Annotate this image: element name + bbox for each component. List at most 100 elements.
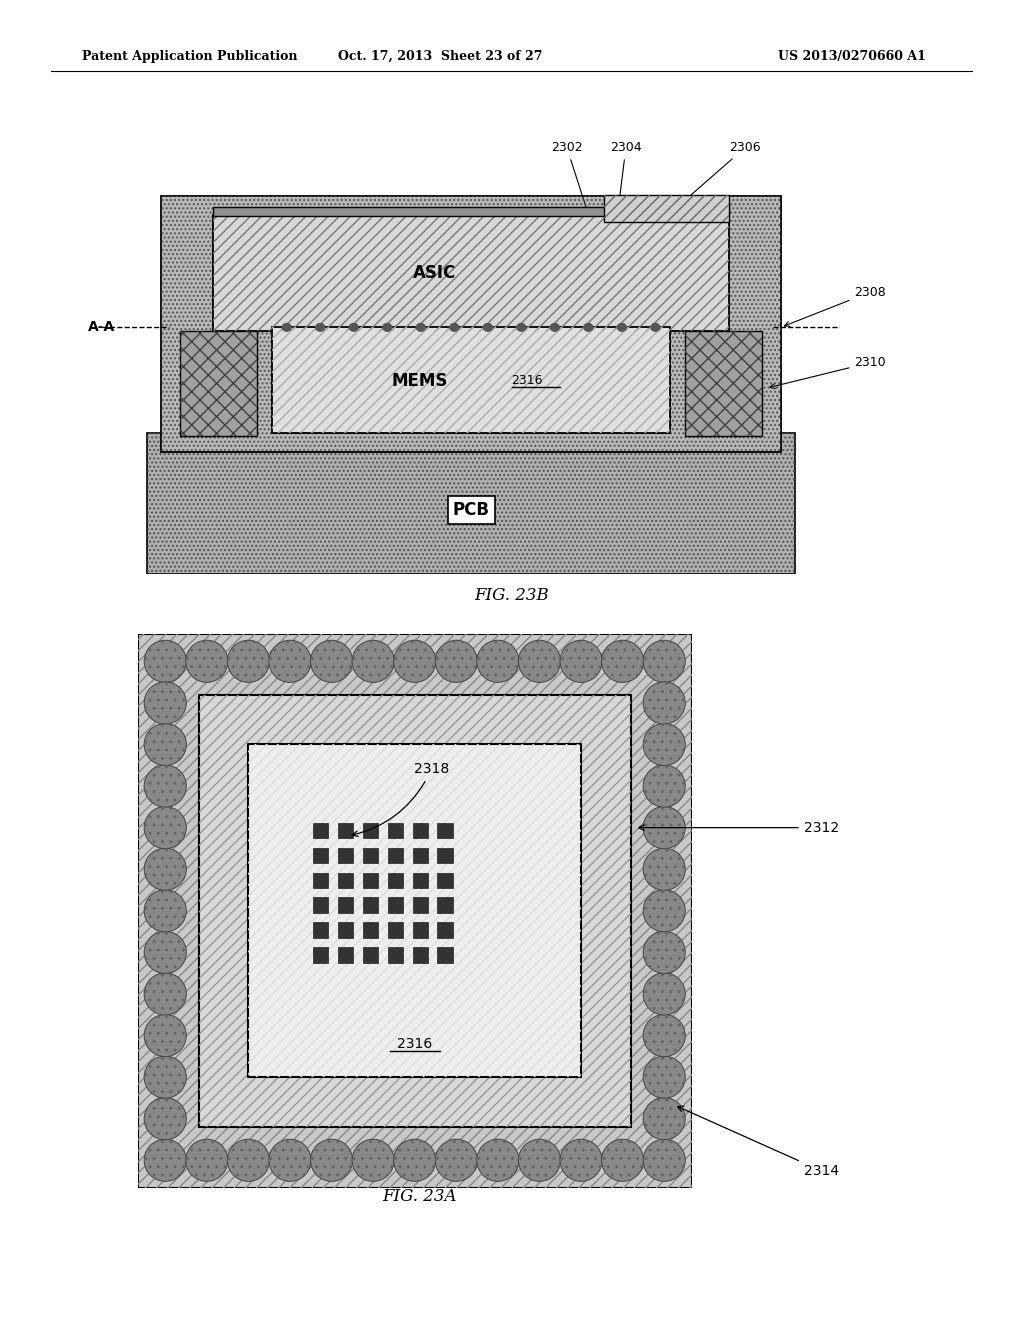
Circle shape: [643, 640, 685, 682]
Circle shape: [227, 640, 269, 682]
Circle shape: [643, 849, 685, 890]
Text: 2310: 2310: [770, 356, 886, 388]
Bar: [437, 822, 453, 838]
Circle shape: [584, 323, 593, 331]
Circle shape: [477, 640, 519, 682]
Circle shape: [144, 973, 186, 1015]
Circle shape: [283, 323, 291, 331]
Circle shape: [227, 1139, 269, 1181]
Circle shape: [185, 1139, 228, 1181]
Text: US 2013/0270660 A1: US 2013/0270660 A1: [778, 50, 926, 63]
Bar: [312, 898, 329, 913]
Bar: [685, 330, 762, 437]
Bar: [213, 215, 729, 330]
Circle shape: [450, 323, 459, 331]
Bar: [387, 822, 403, 838]
Circle shape: [352, 1139, 394, 1181]
Circle shape: [349, 323, 358, 331]
Bar: [413, 873, 428, 888]
Circle shape: [483, 323, 493, 331]
Circle shape: [435, 1139, 477, 1181]
Bar: [312, 873, 329, 888]
Circle shape: [643, 1139, 685, 1181]
Bar: [387, 847, 403, 863]
Bar: [146, 433, 796, 574]
Circle shape: [417, 323, 425, 331]
Bar: [338, 847, 353, 863]
Text: ASIC: ASIC: [413, 264, 456, 282]
Bar: [437, 847, 453, 863]
Bar: [249, 744, 581, 1077]
Bar: [604, 194, 729, 222]
Circle shape: [477, 1139, 519, 1181]
Bar: [413, 923, 428, 939]
Bar: [387, 923, 403, 939]
Circle shape: [144, 1056, 186, 1098]
Text: 2316: 2316: [397, 1036, 432, 1051]
Circle shape: [144, 1015, 186, 1056]
Circle shape: [269, 640, 311, 682]
Text: 2308: 2308: [784, 285, 886, 326]
Bar: [413, 822, 428, 838]
Bar: [338, 948, 353, 962]
Text: 2316: 2316: [512, 374, 543, 387]
Circle shape: [643, 723, 685, 766]
Circle shape: [144, 932, 186, 973]
Bar: [413, 898, 428, 913]
Circle shape: [144, 1139, 186, 1181]
Bar: [312, 822, 329, 838]
Text: 2306: 2306: [681, 141, 761, 205]
Circle shape: [310, 1139, 352, 1181]
Bar: [272, 327, 670, 433]
Circle shape: [643, 1056, 685, 1098]
Text: 2318: 2318: [352, 763, 449, 837]
Text: FIG. 23B: FIG. 23B: [475, 587, 549, 605]
Bar: [338, 822, 353, 838]
Bar: [387, 873, 403, 888]
Circle shape: [601, 640, 644, 682]
Circle shape: [643, 1015, 685, 1056]
Bar: [162, 195, 780, 453]
Circle shape: [617, 323, 627, 331]
Bar: [387, 948, 403, 962]
Circle shape: [643, 890, 685, 932]
Circle shape: [393, 640, 436, 682]
Bar: [362, 847, 378, 863]
Bar: [362, 822, 378, 838]
Circle shape: [144, 766, 186, 807]
Circle shape: [310, 640, 352, 682]
Bar: [362, 898, 378, 913]
Circle shape: [643, 682, 685, 723]
Circle shape: [550, 323, 559, 331]
Circle shape: [643, 973, 685, 1015]
Bar: [312, 847, 329, 863]
Circle shape: [352, 640, 394, 682]
Bar: [362, 873, 378, 888]
Bar: [437, 948, 453, 962]
Text: MEMS: MEMS: [391, 371, 447, 389]
Text: 2314: 2314: [678, 1106, 839, 1177]
Circle shape: [144, 1098, 186, 1139]
Circle shape: [315, 323, 325, 331]
Bar: [312, 948, 329, 962]
Circle shape: [393, 1139, 436, 1181]
Circle shape: [518, 1139, 560, 1181]
Circle shape: [185, 640, 228, 682]
Text: A-A: A-A: [88, 321, 115, 334]
Bar: [437, 873, 453, 888]
Circle shape: [518, 640, 560, 682]
Circle shape: [383, 323, 392, 331]
Circle shape: [144, 807, 186, 849]
Bar: [338, 898, 353, 913]
Circle shape: [601, 1139, 644, 1181]
Circle shape: [643, 1098, 685, 1139]
Bar: [213, 207, 729, 216]
Text: FIG. 23A: FIG. 23A: [383, 1188, 457, 1205]
Circle shape: [643, 932, 685, 973]
Bar: [180, 330, 257, 437]
Bar: [362, 948, 378, 962]
Bar: [199, 694, 631, 1127]
Bar: [213, 215, 729, 330]
Circle shape: [144, 723, 186, 766]
Circle shape: [144, 849, 186, 890]
